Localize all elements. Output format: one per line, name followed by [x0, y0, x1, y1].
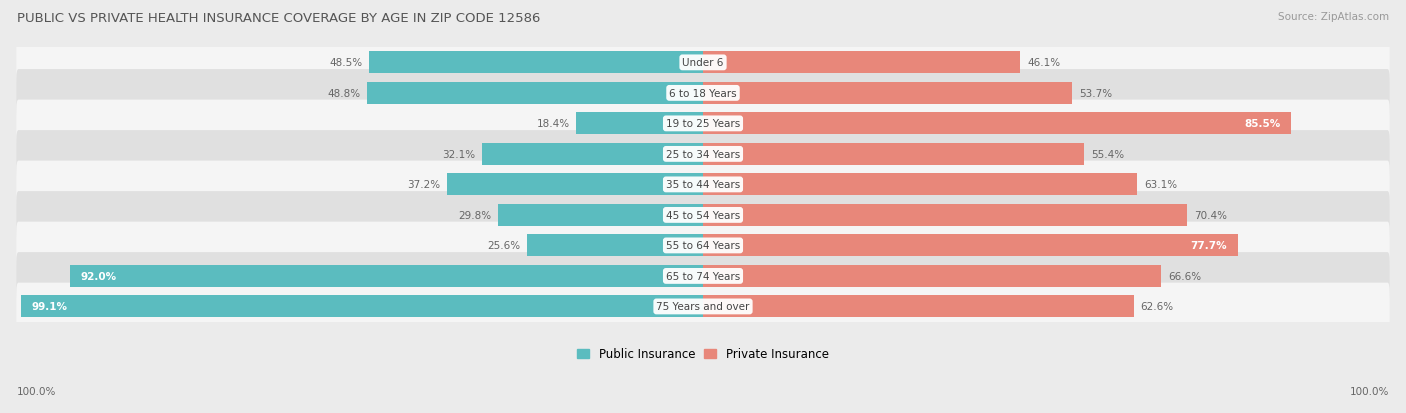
Bar — [703, 296, 1133, 318]
Text: 63.1%: 63.1% — [1144, 180, 1177, 190]
Text: 37.2%: 37.2% — [408, 180, 440, 190]
Bar — [482, 144, 703, 166]
Text: 55 to 64 Years: 55 to 64 Years — [666, 241, 740, 251]
Text: 65 to 74 Years: 65 to 74 Years — [666, 271, 740, 281]
Text: Source: ZipAtlas.com: Source: ZipAtlas.com — [1278, 12, 1389, 22]
Bar — [703, 265, 1161, 287]
FancyBboxPatch shape — [17, 131, 1389, 178]
Bar — [527, 235, 703, 257]
Bar — [447, 174, 703, 196]
Bar — [21, 296, 703, 318]
Text: 62.6%: 62.6% — [1140, 302, 1174, 312]
Bar — [576, 113, 703, 135]
Text: 53.7%: 53.7% — [1080, 89, 1112, 99]
Text: 92.0%: 92.0% — [80, 271, 117, 281]
Text: 100.0%: 100.0% — [1350, 387, 1389, 396]
Bar — [703, 144, 1084, 166]
Text: 32.1%: 32.1% — [441, 150, 475, 159]
Text: 46.1%: 46.1% — [1026, 58, 1060, 68]
Text: 45 to 54 Years: 45 to 54 Years — [666, 210, 740, 221]
Bar — [367, 83, 703, 104]
Bar — [703, 83, 1073, 104]
Text: PUBLIC VS PRIVATE HEALTH INSURANCE COVERAGE BY AGE IN ZIP CODE 12586: PUBLIC VS PRIVATE HEALTH INSURANCE COVER… — [17, 12, 540, 25]
Text: 100.0%: 100.0% — [17, 387, 56, 396]
Text: 48.5%: 48.5% — [329, 58, 363, 68]
Text: 18.4%: 18.4% — [537, 119, 569, 129]
Text: 66.6%: 66.6% — [1168, 271, 1201, 281]
FancyBboxPatch shape — [17, 283, 1389, 330]
Text: 70.4%: 70.4% — [1194, 210, 1227, 221]
FancyBboxPatch shape — [17, 161, 1389, 209]
Text: 55.4%: 55.4% — [1091, 150, 1125, 159]
Text: 29.8%: 29.8% — [458, 210, 491, 221]
FancyBboxPatch shape — [17, 252, 1389, 300]
Text: 35 to 44 Years: 35 to 44 Years — [666, 180, 740, 190]
FancyBboxPatch shape — [17, 100, 1389, 148]
Bar — [703, 174, 1137, 196]
Text: 77.7%: 77.7% — [1191, 241, 1227, 251]
FancyBboxPatch shape — [17, 192, 1389, 239]
Bar — [370, 52, 703, 74]
Bar — [498, 204, 703, 226]
Text: Under 6: Under 6 — [682, 58, 724, 68]
FancyBboxPatch shape — [17, 222, 1389, 270]
Bar — [703, 113, 1291, 135]
Text: 19 to 25 Years: 19 to 25 Years — [666, 119, 740, 129]
FancyBboxPatch shape — [17, 40, 1389, 87]
Text: 75 Years and over: 75 Years and over — [657, 302, 749, 312]
Bar — [703, 204, 1187, 226]
Text: 99.1%: 99.1% — [31, 302, 67, 312]
Bar — [703, 235, 1237, 257]
Text: 6 to 18 Years: 6 to 18 Years — [669, 89, 737, 99]
Text: 25 to 34 Years: 25 to 34 Years — [666, 150, 740, 159]
Bar — [70, 265, 703, 287]
Bar — [703, 52, 1021, 74]
FancyBboxPatch shape — [17, 70, 1389, 117]
Text: 25.6%: 25.6% — [486, 241, 520, 251]
Text: 85.5%: 85.5% — [1244, 119, 1281, 129]
Legend: Public Insurance, Private Insurance: Public Insurance, Private Insurance — [572, 343, 834, 366]
Text: 48.8%: 48.8% — [328, 89, 360, 99]
